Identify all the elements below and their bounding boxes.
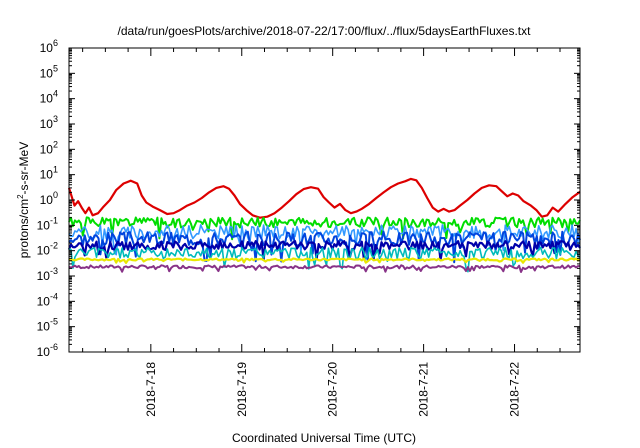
x-tick-labels: 2018-7-18 2018-7-19 2018-7-20 2018-7-21 2018…	[144, 362, 522, 417]
x-axis-label: Coordinated Universal Time (UTC)	[232, 431, 416, 445]
y-tick-exponent: -6	[50, 342, 58, 352]
y-axis-label-rest: -s-sr-MeV	[17, 142, 31, 195]
y-tick-exponent: -3	[50, 266, 58, 276]
y-tick-base: 10	[40, 41, 54, 55]
y-axis-label-sup: 2	[16, 194, 25, 199]
y-tick-label: 104	[40, 89, 58, 106]
y-tick-label: 102	[40, 139, 58, 156]
chart-title: /data/run/goesPlots/archive/2018-07-22/1…	[118, 24, 532, 38]
y-tick-label: 10-3	[37, 266, 58, 283]
y-tick-exponent: -1	[50, 215, 58, 225]
y-tick-base: 10	[37, 244, 51, 258]
y-tick-exponent: 2	[53, 139, 58, 149]
y-tick-base: 10	[40, 193, 54, 207]
y-tick-label: 10-4	[37, 291, 58, 308]
y-tick-label: 101	[40, 165, 58, 182]
y-axis-label: protons/cm2-s-sr-MeV	[16, 142, 31, 258]
data-series	[67, 177, 581, 273]
y-tick-exponent: 6	[53, 38, 58, 48]
series-line	[67, 177, 581, 219]
plot-frame	[68, 47, 581, 353]
y-tick-label: 10-5	[37, 317, 58, 334]
x-tick-label: 2018-7-22	[508, 362, 522, 417]
series-line	[67, 240, 581, 262]
y-tick-label: 100	[40, 190, 58, 207]
y-tick-exponent: -5	[50, 317, 58, 327]
y-tick-base: 10	[37, 294, 51, 308]
y-tick-label: 10-6	[37, 342, 58, 359]
y-tick-label: 103	[40, 114, 58, 131]
y-tick-exponent: 5	[53, 63, 58, 73]
x-tick-label: 2018-7-19	[235, 362, 249, 417]
y-tick-exponent: 3	[53, 114, 58, 124]
y-tick-exponent: 4	[53, 89, 58, 99]
y-tick-exponent: 0	[53, 190, 58, 200]
y-tick-label: 105	[40, 63, 58, 80]
y-tick-label: 10-2	[37, 241, 58, 258]
y-tick-exponent: -4	[50, 291, 58, 301]
y-tick-base: 10	[37, 320, 51, 334]
y-axis-label-main: protons/cm	[17, 199, 31, 258]
y-tick-label: 10-1	[37, 215, 58, 232]
y-tick-base: 10	[40, 92, 54, 106]
y-tick-base: 10	[40, 66, 54, 80]
y-tick-labels: 10610510410310210110010-110-210-310-410-…	[37, 38, 58, 359]
y-tick-exponent: 1	[53, 165, 58, 175]
y-tick-base: 10	[40, 142, 54, 156]
y-tick-base: 10	[37, 345, 51, 359]
series-line	[68, 257, 581, 264]
y-tick-base: 10	[40, 117, 54, 131]
y-tick-base: 10	[37, 269, 51, 283]
y-tick-label: 106	[40, 38, 58, 55]
y-tick-exponent: -2	[50, 241, 58, 251]
y-tick-base: 10	[37, 218, 51, 232]
x-tick-label: 2018-7-20	[326, 362, 340, 417]
x-tick-label: 2018-7-18	[144, 362, 158, 417]
y-tick-base: 10	[40, 168, 54, 182]
series-line	[68, 216, 581, 241]
x-tick-label: 2018-7-21	[417, 362, 431, 417]
series-line	[68, 264, 580, 273]
